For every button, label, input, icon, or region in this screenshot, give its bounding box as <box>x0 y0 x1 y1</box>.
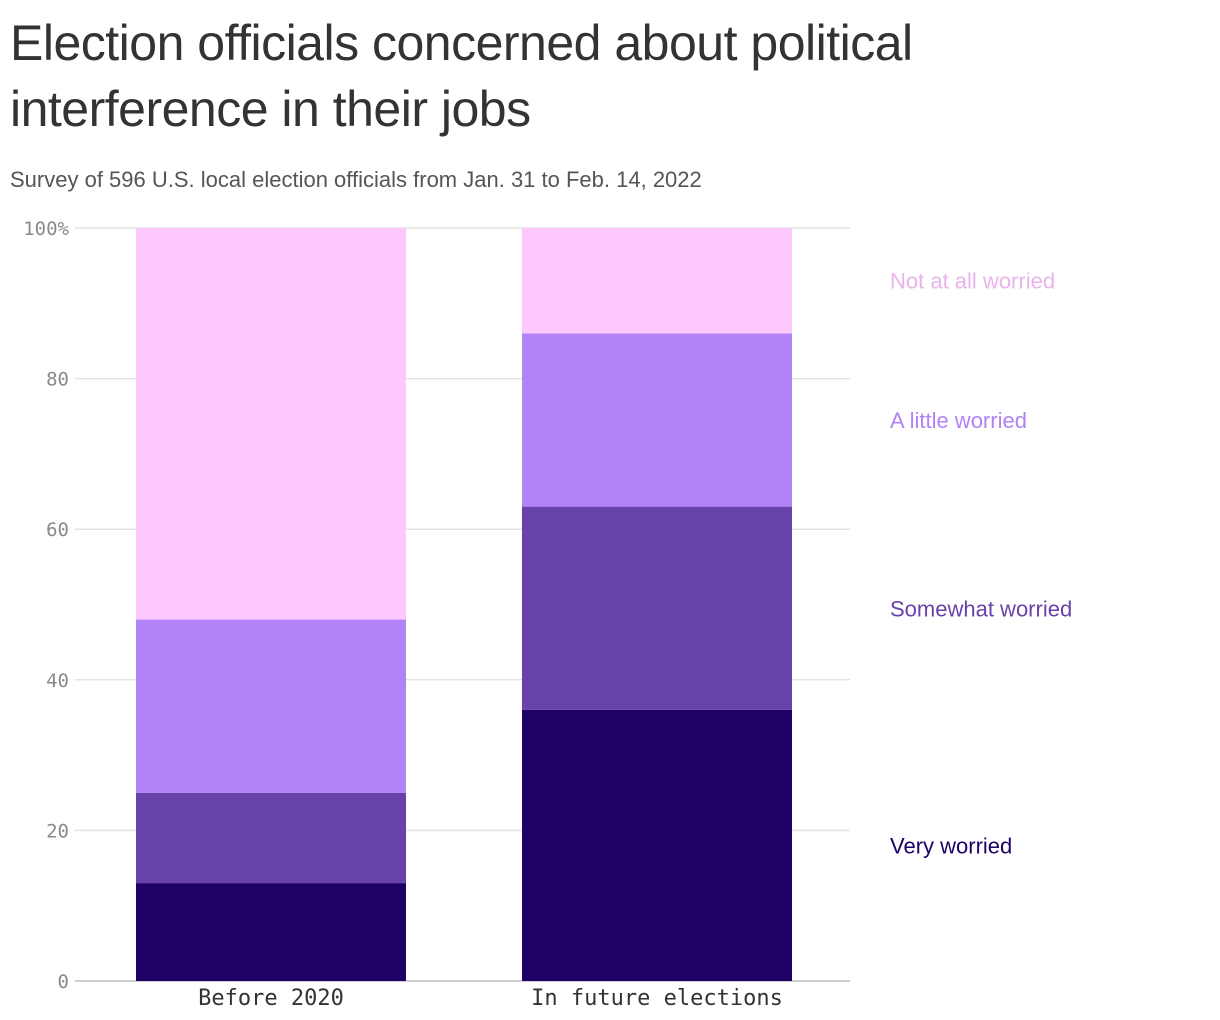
chart-title: Election officials concerned about polit… <box>10 15 913 137</box>
bar-segment-a-little-worried-0 <box>136 619 406 793</box>
y-tick-label: 0 <box>58 971 69 993</box>
y-tick-label: 40 <box>46 670 69 692</box>
x-axis: Before 2020 In future elections <box>198 986 783 1011</box>
bar-segment-very-worried-0 <box>136 883 406 981</box>
bar-segment-not-at-all-worried-0 <box>136 228 406 620</box>
x-category-label: Before 2020 <box>198 986 344 1011</box>
bar-segment-a-little-worried-1 <box>522 333 792 507</box>
bar-segment-somewhat-worried-0 <box>136 792 406 884</box>
legend-label-somewhat-worried: Somewhat worried <box>890 596 1072 621</box>
legend: Very worried Somewhat worried A little wor… <box>890 269 1072 859</box>
bar-segment-very-worried-1 <box>522 709 792 981</box>
bar-segment-not-at-all-worried-1 <box>522 228 792 334</box>
y-tick-label: 80 <box>46 369 69 391</box>
y-axis: 0 20 40 60 80 100% <box>23 218 69 993</box>
bar-segment-somewhat-worried-1 <box>522 506 792 710</box>
chart-subtitle: Survey of 596 U.S. local election offici… <box>10 167 702 192</box>
y-tick-label: 20 <box>46 820 69 842</box>
x-category-label: In future elections <box>531 986 783 1011</box>
y-tick-label: 100% <box>23 218 69 240</box>
bars <box>136 228 792 981</box>
legend-label-a-little-worried: A little worried <box>890 408 1027 433</box>
legend-label-very-worried: Very worried <box>890 833 1012 858</box>
legend-label-not-at-all-worried: Not at all worried <box>890 269 1055 294</box>
y-tick-label: 60 <box>46 519 69 541</box>
